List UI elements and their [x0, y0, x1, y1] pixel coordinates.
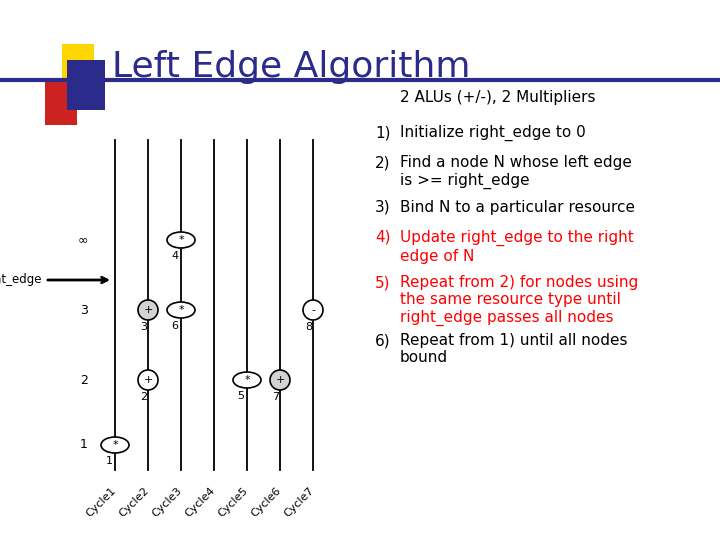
Text: Cycle3: Cycle3	[150, 485, 184, 518]
Text: 5): 5)	[375, 275, 390, 290]
Text: Repeat from 2) for nodes using
the same resource type until
right_edge passes al: Repeat from 2) for nodes using the same …	[400, 275, 638, 326]
Text: 2: 2	[140, 392, 148, 402]
Text: Cycle1: Cycle1	[84, 485, 118, 518]
Circle shape	[138, 370, 158, 390]
Ellipse shape	[233, 372, 261, 388]
Ellipse shape	[101, 437, 129, 453]
Text: 2): 2)	[375, 155, 390, 170]
Text: 8: 8	[305, 322, 312, 332]
Text: Cycle7: Cycle7	[282, 485, 316, 519]
Text: +: +	[143, 375, 153, 385]
Bar	[67, 60, 105, 110]
Text: *: *	[244, 375, 250, 385]
Text: *: *	[112, 440, 118, 450]
Text: 6: 6	[171, 321, 179, 331]
Text: *: *	[178, 235, 184, 245]
Bar	[62, 44, 94, 88]
Ellipse shape	[167, 302, 195, 318]
Text: 5: 5	[238, 391, 245, 401]
Text: Update right_edge to the right
edge of N: Update right_edge to the right edge of N	[400, 230, 634, 264]
Text: 3: 3	[80, 303, 88, 316]
Text: *: *	[178, 305, 184, 315]
Text: Find a node N whose left edge
is >= right_edge: Find a node N whose left edge is >= righ…	[400, 155, 632, 188]
Circle shape	[270, 370, 290, 390]
Text: right_edge: right_edge	[0, 273, 42, 287]
Text: Cycle6: Cycle6	[249, 485, 283, 518]
Text: 3: 3	[140, 322, 148, 332]
Text: Bind N to a particular resource: Bind N to a particular resource	[400, 200, 635, 215]
Text: 7: 7	[272, 392, 279, 402]
Circle shape	[303, 300, 323, 320]
Text: Cycle2: Cycle2	[117, 485, 151, 519]
Text: +: +	[275, 375, 284, 385]
Text: Left Edge Algorithm: Left Edge Algorithm	[112, 50, 470, 84]
Text: 2: 2	[80, 374, 88, 387]
Text: 1: 1	[106, 456, 112, 466]
Text: 3): 3)	[375, 200, 391, 215]
Text: Cycle5: Cycle5	[217, 485, 250, 518]
Ellipse shape	[167, 232, 195, 248]
Text: 1: 1	[80, 438, 88, 451]
Bar	[45, 81, 77, 125]
Text: 4): 4)	[375, 230, 390, 245]
Text: Repeat from 1) until all nodes
bound: Repeat from 1) until all nodes bound	[400, 333, 628, 366]
Text: 6): 6)	[375, 333, 391, 348]
Text: -: -	[311, 305, 315, 315]
Text: 4: 4	[171, 251, 179, 261]
Circle shape	[138, 300, 158, 320]
Text: 1): 1)	[375, 125, 390, 140]
Text: 2 ALUs (+/-), 2 Multipliers: 2 ALUs (+/-), 2 Multipliers	[400, 90, 595, 105]
Text: Cycle4: Cycle4	[184, 485, 217, 519]
Text: Initialize right_edge to 0: Initialize right_edge to 0	[400, 125, 586, 141]
Text: ∞: ∞	[78, 233, 88, 246]
Text: +: +	[143, 305, 153, 315]
